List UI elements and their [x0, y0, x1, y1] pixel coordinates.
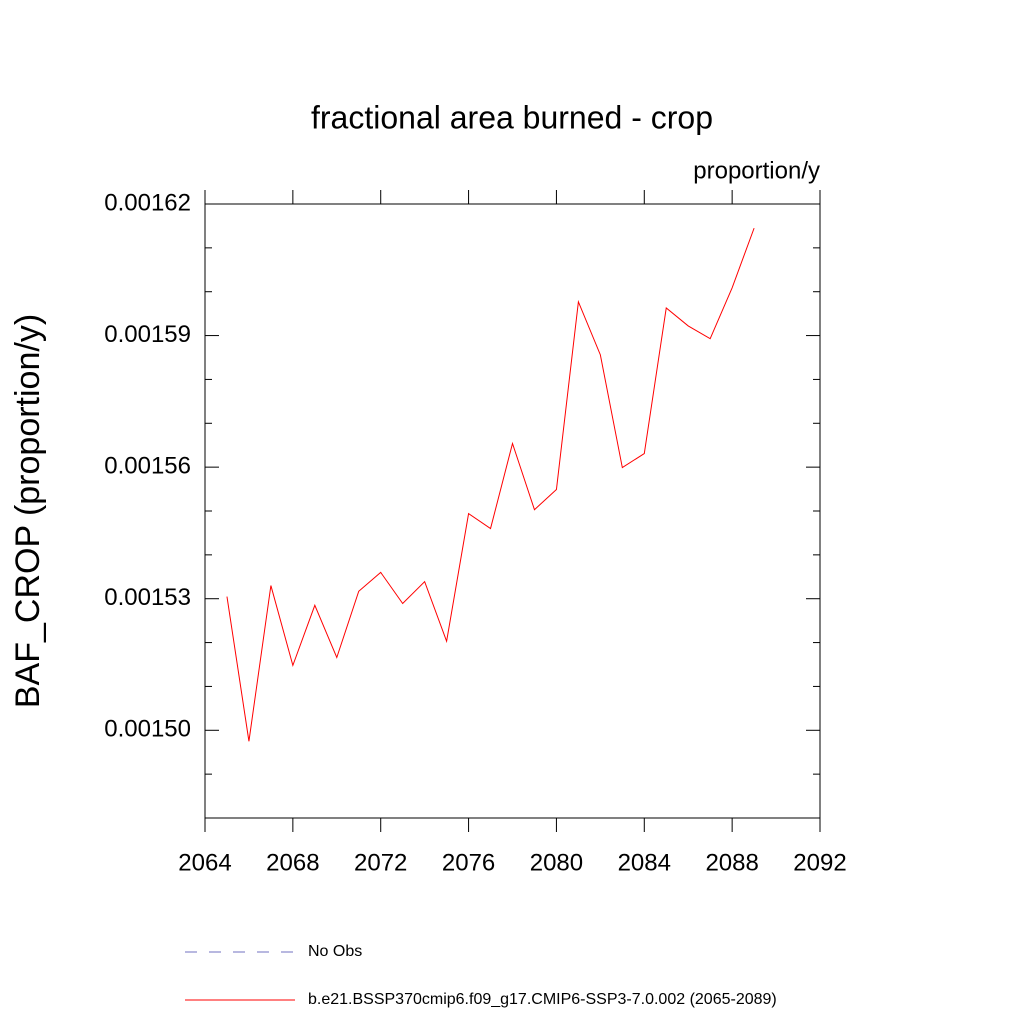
plot-frame: [204, 203, 821, 819]
chart-title: fractional area burned - crop: [311, 99, 713, 135]
data-line: [226, 227, 755, 742]
y-axis-title: BAF_CROP (proportion/y): [9, 314, 47, 708]
y-tick-label: 0.00162: [104, 189, 191, 216]
legend-label: No Obs: [308, 943, 362, 960]
x-tick-label: 2080: [530, 849, 583, 876]
x-tick-label: 2092: [793, 849, 846, 876]
x-tick-label: 2072: [354, 849, 407, 876]
y-tick-label: 0.00156: [104, 452, 191, 479]
x-tick-label: 2064: [178, 849, 231, 876]
y-tick-label: 0.00159: [104, 321, 191, 348]
y-tick-label: 0.00150: [104, 716, 191, 743]
x-tick-label: 2084: [618, 849, 671, 876]
units-label: proportion/y: [693, 157, 820, 184]
x-tick-label: 2088: [705, 849, 758, 876]
x-tick-label: 2076: [442, 849, 495, 876]
x-tick-label: 2068: [266, 849, 319, 876]
y-tick-label: 0.00153: [104, 584, 191, 611]
legend-label: b.e21.BSSP370cmip6.f09_g17.CMIP6-SSP3-7.…: [308, 991, 777, 1008]
